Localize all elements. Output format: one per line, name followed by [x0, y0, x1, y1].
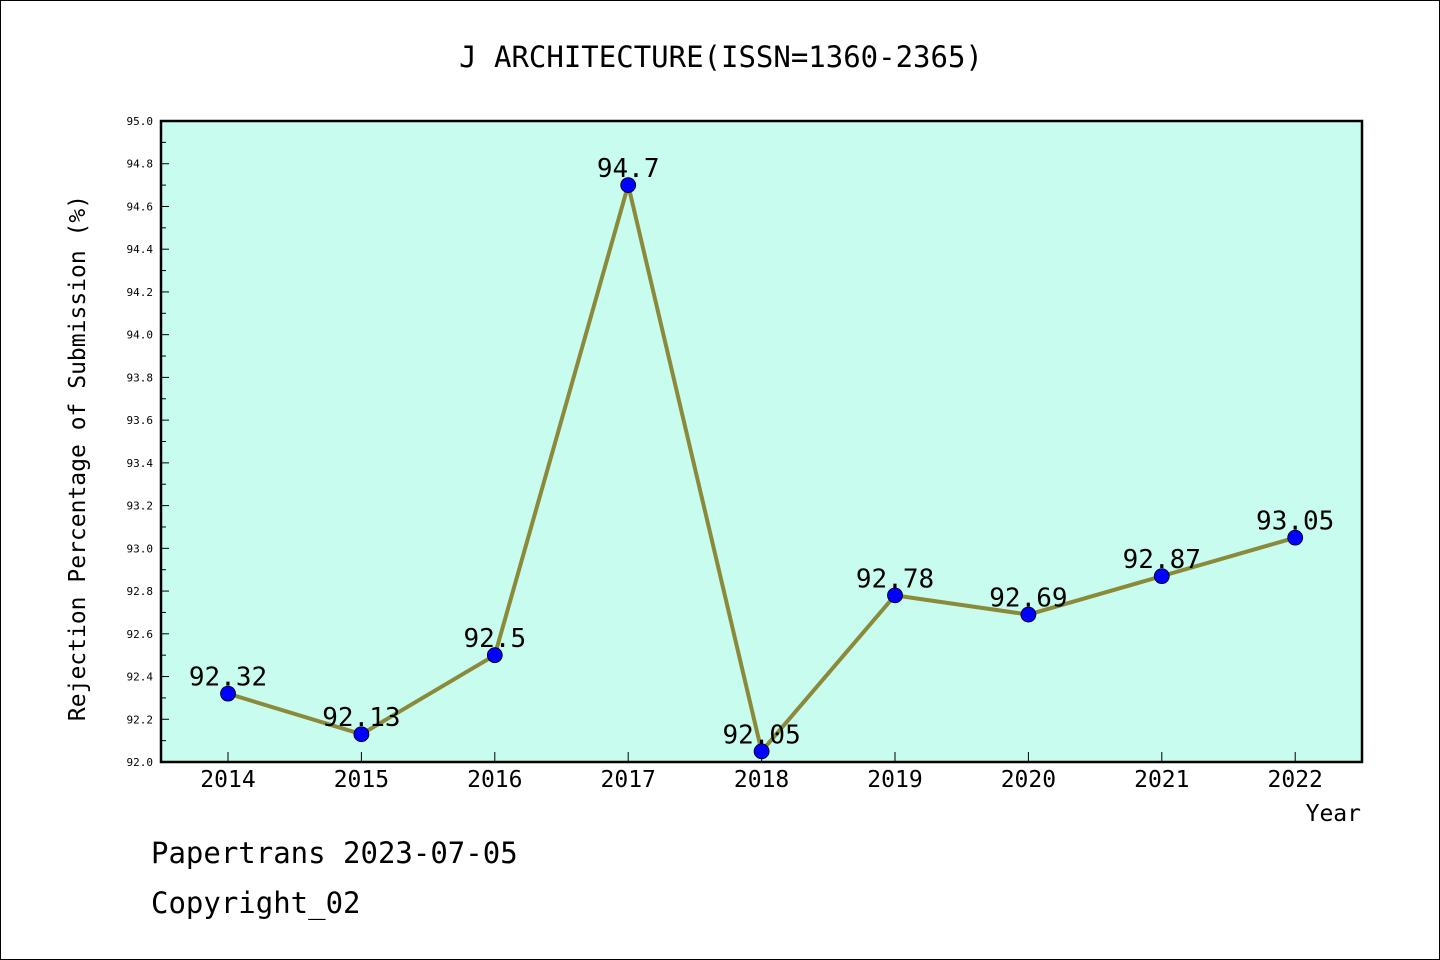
- data-label: 92.5: [463, 624, 526, 654]
- x-tick-label: 2020: [1001, 767, 1056, 793]
- y-axis: 92.0 92.2 92.4 92.6 92.8 93.0 93.2 93.4 93.6 93.8…: [127, 115, 169, 769]
- x-tick-label: 2015: [334, 767, 389, 793]
- chart-title: J ARCHITECTURE(ISSN=1360-2365): [459, 40, 983, 74]
- x-axis: 2014 2015 2016 2017 2018 2019 2020 2021 2022: [200, 752, 1323, 793]
- data-label: 94.7: [597, 154, 660, 184]
- x-tick-label: 2017: [601, 767, 656, 793]
- y-tick-label: 93.4: [127, 457, 154, 470]
- y-tick-label: 94.4: [127, 243, 154, 256]
- data-point: [353, 726, 370, 743]
- data-point: [1153, 568, 1170, 585]
- x-tick-label: 2018: [734, 767, 789, 793]
- data-point: [220, 685, 236, 702]
- footer-papertrans-date: Papertrans 2023-07-05: [151, 836, 518, 870]
- data-label: 92.13: [322, 703, 400, 733]
- y-tick-label: 92.0: [127, 756, 154, 769]
- y-tick-label: 94.0: [127, 329, 154, 342]
- x-tick-label: 2022: [1268, 767, 1323, 793]
- y-tick-label: 93.0: [127, 542, 154, 555]
- x-axis-label: Year: [1306, 801, 1361, 827]
- y-tick-label: 93.8: [127, 371, 154, 384]
- y-tick-label: 94.2: [127, 286, 154, 299]
- data-label: 92.32: [189, 663, 267, 693]
- x-tick-label: 2019: [867, 767, 922, 793]
- data-label: 92.05: [722, 720, 800, 750]
- y-tick-label: 93.2: [127, 500, 154, 513]
- y-tick-label: 93.6: [127, 414, 154, 427]
- y-tick-label: 94.6: [127, 200, 154, 213]
- y-tick-label: 92.2: [127, 713, 154, 726]
- y-tick-label: 92.8: [127, 585, 154, 598]
- y-tick-label: 95.0: [127, 115, 154, 128]
- footer-copyright: Copyright_02: [151, 886, 361, 920]
- y-tick-label: 92.4: [127, 671, 154, 684]
- x-tick-label: 2016: [467, 767, 522, 793]
- data-label: 92.69: [989, 584, 1067, 614]
- data-point: [620, 177, 637, 194]
- data-point: [1287, 529, 1304, 546]
- y-tick-label: 92.6: [127, 628, 154, 641]
- x-tick-label: 2014: [200, 767, 255, 793]
- data-point: [753, 743, 770, 760]
- y-axis-label: Rejection Percentage of Submission (%): [65, 195, 91, 721]
- y-tick-label: 94.8: [127, 158, 154, 171]
- data-label: 92.78: [856, 564, 934, 594]
- data-series: 92.32 92.13 92.5 94.7 92.05 92.78 92.69 92.87 93…: [189, 154, 1334, 760]
- data-point: [887, 587, 903, 604]
- data-label: 92.87: [1123, 545, 1201, 575]
- data-label: 93.05: [1256, 507, 1334, 537]
- data-point: [486, 647, 503, 664]
- x-tick-label: 2021: [1134, 767, 1189, 793]
- plot-area: [159, 119, 1364, 764]
- data-point: [1020, 606, 1037, 623]
